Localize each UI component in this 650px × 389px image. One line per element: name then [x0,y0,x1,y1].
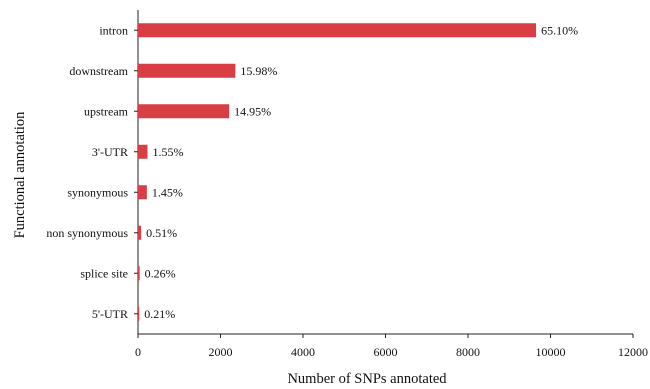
category-label: 3'-UTR [92,145,128,159]
data-label: 1.55% [152,145,183,159]
x-tick-label: 12000 [618,345,648,359]
category-label: 5'-UTR [92,307,128,321]
bar [138,144,148,159]
data-label: 14.95% [234,104,271,118]
bar [138,185,147,200]
x-tick-label: 2000 [209,345,233,359]
data-label: 0.51% [146,226,177,240]
category-label: intron [99,23,128,37]
data-label: 65.10% [541,23,578,37]
data-label: 0.26% [145,266,176,280]
category-label: splice site [80,266,128,280]
x-axis-title: Number of SNPs annotated [287,371,447,387]
x-tick-label: 10000 [536,345,566,359]
data-label: 1.45% [152,185,183,199]
bar [138,63,236,78]
category-label: downstream [69,64,128,78]
x-tick-label: 4000 [291,345,315,359]
category-label: synonymous [67,185,128,199]
category-label: upstream [84,104,129,118]
y-axis-title: Functional annotation [12,111,28,239]
data-label: 0.21% [144,307,175,321]
category-label: non synonymous [46,226,128,240]
x-tick-label: 6000 [374,345,398,359]
data-label: 15.98% [240,64,277,78]
bar [138,23,537,38]
bar [138,306,140,321]
bar [138,266,140,281]
plot-area: 0 2000 4000 6000 8000 10000 12000 intron 65.10% d… [46,10,648,359]
x-tick-label: 0 [135,345,141,359]
bar [138,225,142,240]
bar [138,104,230,119]
x-tick-label: 8000 [456,345,480,359]
